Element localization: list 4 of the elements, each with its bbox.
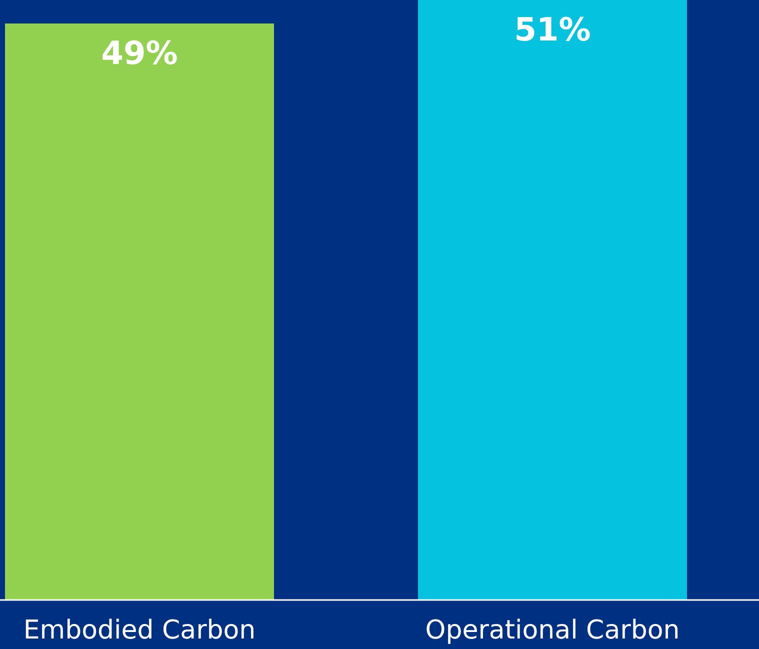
data-label: 49% bbox=[101, 34, 178, 72]
x-tick-label: Operational Carbon bbox=[425, 615, 680, 646]
data-label: 51% bbox=[514, 10, 591, 49]
x-tick-label: Embodied Carbon bbox=[23, 615, 256, 646]
